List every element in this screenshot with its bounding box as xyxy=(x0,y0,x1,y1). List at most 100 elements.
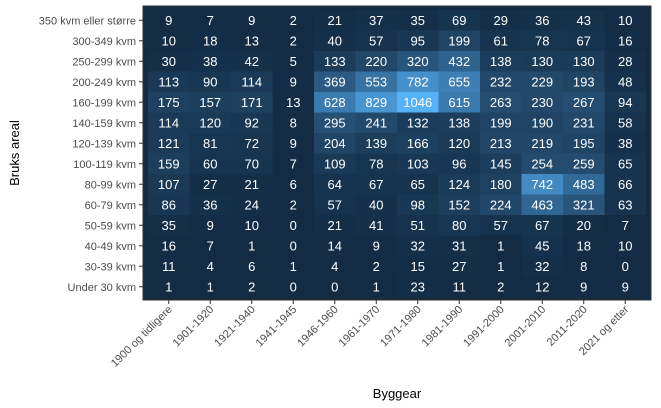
cell-value-label: 42 xyxy=(245,54,259,69)
heatmap-cell xyxy=(148,10,190,31)
heatmap-cell xyxy=(189,174,231,195)
cell-value-label: 157 xyxy=(199,95,221,110)
cell-value-label: 130 xyxy=(531,54,553,69)
heatmap-cell xyxy=(521,256,563,277)
cell-value-label: 78 xyxy=(535,33,549,48)
heatmap-cell xyxy=(521,112,563,133)
heatmap-cell xyxy=(438,194,480,215)
cell-value-label: 229 xyxy=(531,74,553,89)
cell-value-label: 96 xyxy=(452,156,466,171)
heatmap-cell xyxy=(521,71,563,92)
cell-value-label: 38 xyxy=(203,54,217,69)
cell-value-label: 7 xyxy=(207,13,214,28)
heatmap-cell xyxy=(480,71,522,92)
heatmap-cell xyxy=(604,194,646,215)
cell-value-label: 0 xyxy=(290,238,297,253)
cell-value-label: 180 xyxy=(490,177,512,192)
heatmap-cell xyxy=(314,71,356,92)
y-tick-label: 80-99 kvm xyxy=(85,179,136,191)
heatmap-cell xyxy=(355,10,397,31)
x-tick-label: 1991-2000 xyxy=(461,304,507,350)
heatmap-cell xyxy=(148,71,190,92)
heatmap-cell xyxy=(314,215,356,236)
cell-value-label: 9 xyxy=(165,13,172,28)
y-tick-label: 100-119 kvm xyxy=(73,159,136,171)
cell-value-label: 2 xyxy=(290,33,297,48)
cell-value-label: 9 xyxy=(248,13,255,28)
cell-value-label: 67 xyxy=(535,218,549,233)
cell-value-label: 27 xyxy=(452,259,466,274)
cell-value-label: 615 xyxy=(448,95,470,110)
cell-value-label: 114 xyxy=(158,115,179,130)
heatmap-cell xyxy=(397,235,439,256)
heatmap-cell xyxy=(148,194,190,215)
cell-value-label: 9 xyxy=(290,136,297,151)
cell-value-label: 121 xyxy=(158,136,180,151)
y-tick-label: 300-349 kvm xyxy=(72,36,136,48)
panel-border xyxy=(142,5,652,301)
cell-value-label: 8 xyxy=(580,259,587,274)
cell-value-label: 1046 xyxy=(403,95,432,110)
heatmap-cell xyxy=(231,194,273,215)
cell-value-label: 139 xyxy=(365,136,387,151)
cell-value-label: 138 xyxy=(448,115,470,130)
heatmap-cell xyxy=(148,92,190,113)
heatmap-cell xyxy=(355,51,397,72)
cell-value-label: 1 xyxy=(207,279,214,294)
y-tick-label: 60-79 kvm xyxy=(85,200,136,212)
cell-value-label: 13 xyxy=(286,95,300,110)
cell-value-label: 9 xyxy=(373,238,380,253)
cell-value-label: 23 xyxy=(411,279,425,294)
heatmap-cell xyxy=(563,174,605,195)
x-axis-ticks: 1900 og tidligere1901-19201921-19401941-… xyxy=(109,300,632,370)
cell-value-label: 72 xyxy=(245,136,259,151)
cell-value-label: 61 xyxy=(494,33,508,48)
cell-value-label: 10 xyxy=(618,238,632,253)
y-axis-ticks: 350 kvm eller større 300-349 kvm 250-299 k… xyxy=(39,15,143,294)
y-tick-label: 30-39 kvm xyxy=(85,261,136,273)
heatmap-cell xyxy=(272,153,314,174)
heatmap-cell xyxy=(314,30,356,51)
cell-value-label: 166 xyxy=(407,136,429,151)
heatmap-cell xyxy=(355,153,397,174)
y-tick-label: 120-139 kvm xyxy=(72,138,136,150)
heatmap-cell xyxy=(438,235,480,256)
heatmap-cell xyxy=(189,256,231,277)
y-tick-label: 250-299 kvm xyxy=(72,56,136,68)
heatmap-cell xyxy=(231,71,273,92)
x-tick-label: 1941-1945 xyxy=(254,304,300,350)
heatmap-cell xyxy=(604,235,646,256)
heatmap-cell xyxy=(189,153,231,174)
y-tick-label: 200-249 kvm xyxy=(72,77,136,89)
x-tick-label: 1921-1940 xyxy=(212,304,258,350)
heatmap-cell xyxy=(521,133,563,154)
cell-value-label: 10 xyxy=(245,218,259,233)
cell-value-label: 60 xyxy=(203,156,217,171)
cell-value-label: 9 xyxy=(622,279,629,294)
heatmap-cell xyxy=(272,235,314,256)
heatmap-cell xyxy=(189,133,231,154)
cell-value-label: 175 xyxy=(158,95,180,110)
cell-value-label: 829 xyxy=(365,95,387,110)
cell-value-label: 231 xyxy=(573,115,595,130)
cell-value-label: 109 xyxy=(324,156,346,171)
heatmap-cell xyxy=(604,51,646,72)
cell-value-label: 21 xyxy=(245,177,259,192)
heatmap-cell xyxy=(604,174,646,195)
cell-value-label: 9 xyxy=(290,74,297,89)
heatmap-cell xyxy=(231,30,273,51)
heatmap-cells xyxy=(148,10,646,297)
cell-value-label: 13 xyxy=(245,33,259,48)
cell-value-label: 92 xyxy=(245,115,259,130)
heatmap-cell xyxy=(148,133,190,154)
heatmap-cell xyxy=(355,133,397,154)
heatmap-cell xyxy=(189,215,231,236)
heatmap-cell xyxy=(314,133,356,154)
heatmap-cell xyxy=(563,256,605,277)
heatmap-cell xyxy=(231,215,273,236)
heatmap-cell xyxy=(521,10,563,31)
cell-value-label: 6 xyxy=(290,177,297,192)
cell-value-label: 130 xyxy=(573,54,595,69)
cell-value-label: 43 xyxy=(577,13,591,28)
cell-value-label: 7 xyxy=(622,218,629,233)
